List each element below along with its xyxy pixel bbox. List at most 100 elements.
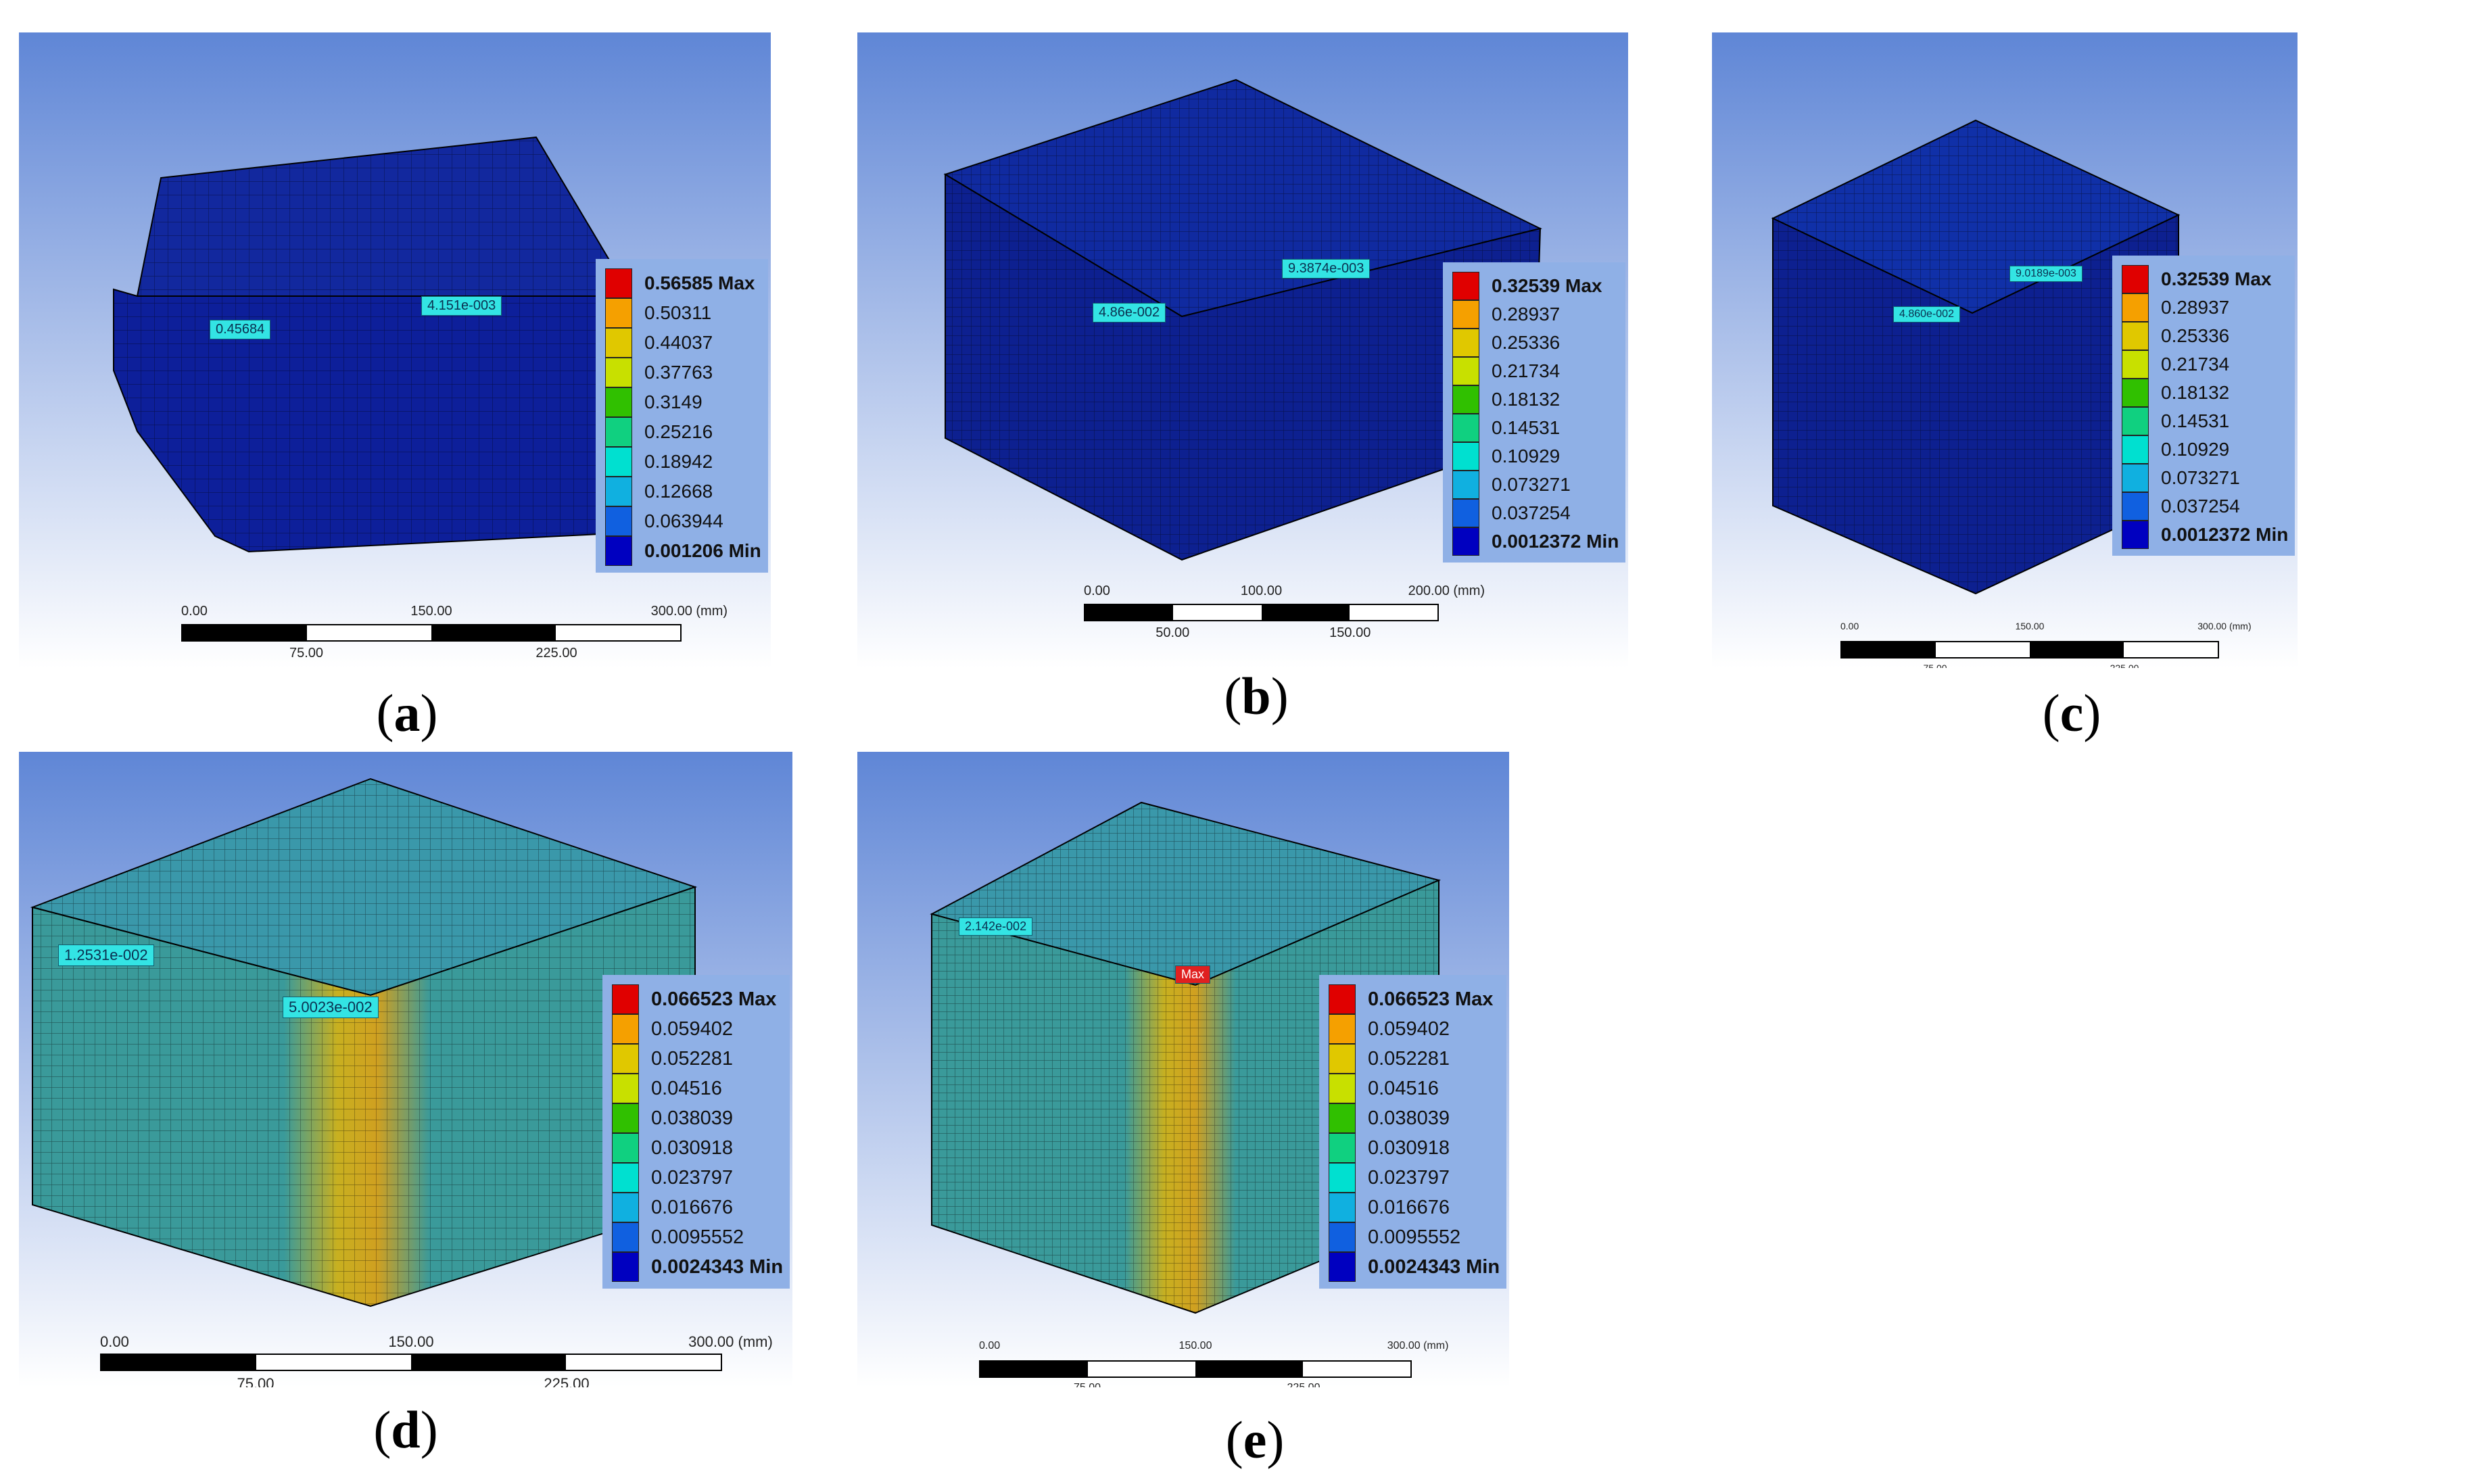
legend-swatch <box>1329 1193 1356 1222</box>
probe-label: 5.0023e-002 <box>283 997 379 1018</box>
legend-swatch <box>2122 435 2149 464</box>
legend-swatch <box>605 358 632 387</box>
legend-swatch <box>1452 414 1479 442</box>
legend-swatch <box>605 506 632 536</box>
legend-value: 0.32539 Max <box>1492 275 1602 296</box>
scale-tick-label: 150.00 <box>1329 625 1371 640</box>
scale-bar: 0.00 150.00 300.00 (mm) 75.00 225.00 <box>979 1340 1448 1387</box>
legend-value: 0.073271 <box>2161 467 2240 488</box>
scale-bar: 0.00 100.00 200.00 (mm) 50.00 150.00 <box>1084 583 1485 644</box>
legend-row: 0.14531 <box>2122 407 2288 435</box>
legend-value: 0.023797 <box>1368 1166 1450 1189</box>
legend-swatch <box>1329 1133 1356 1163</box>
legend-value: 0.052281 <box>1368 1047 1450 1070</box>
legend-swatch <box>612 1193 639 1222</box>
scale-tick-label: 150.00 <box>410 604 452 619</box>
legend-swatch <box>2122 350 2149 379</box>
legend-swatch <box>2122 464 2149 492</box>
scale-tick-label: 75.00 <box>1074 1382 1101 1387</box>
legend-swatch <box>612 1133 639 1163</box>
legend-value: 0.56585 Max <box>644 272 755 293</box>
legend-value: 0.016676 <box>1368 1196 1450 1218</box>
legend-row: 0.059402 <box>1329 1014 1500 1044</box>
legend-swatch <box>612 984 639 1014</box>
legend-swatch <box>2122 492 2149 521</box>
legend-swatch <box>605 536 632 566</box>
probe-label: 9.0189e-003 <box>2009 266 2082 282</box>
scale-tick-label: 225.00 <box>2110 663 2139 668</box>
contour-legend: 0.066523 Max 0.059402 0.052281 0.04516 0.038… <box>602 975 790 1289</box>
legend-value: 0.21734 <box>1492 360 1561 381</box>
legend-value: 0.28937 <box>2161 297 2230 318</box>
legend-swatch <box>612 1014 639 1044</box>
legend-value: 0.063944 <box>644 510 723 531</box>
fea-model-view <box>19 752 792 1387</box>
legend-swatch <box>1329 1074 1356 1103</box>
panel-c: 0.32539 Max 0.28937 0.25336 0.21734 0.18132 0… <box>1712 32 2298 668</box>
legend-row: 0.44037 <box>605 328 761 358</box>
legend-swatch <box>2122 322 2149 350</box>
legend-swatch <box>605 447 632 477</box>
legend-value: 0.030918 <box>651 1136 733 1159</box>
legend-value: 0.10929 <box>1492 446 1561 466</box>
legend-value: 0.023797 <box>651 1166 733 1189</box>
panel-e: 0.066523 Max 0.059402 0.052281 0.04516 0.038… <box>857 752 1509 1387</box>
scale-tick-label: 300.00 (mm) <box>2197 621 2252 631</box>
panel-a: 0.56585 Max 0.50311 0.44037 0.37763 0.3149 0.… <box>19 32 771 668</box>
scale-tick-label: 150.00 <box>2015 621 2045 631</box>
legend-value: 0.016676 <box>651 1196 733 1218</box>
scale-tick-label: 300.00 (mm) <box>1387 1340 1449 1351</box>
legend-value: 0.44037 <box>644 332 713 353</box>
legend-row: 0.50311 <box>605 298 761 328</box>
legend-swatch <box>605 298 632 328</box>
legend-row: 0.21734 <box>1452 357 1619 385</box>
legend-row: 0.10929 <box>1452 442 1619 471</box>
legend-row: 0.0095552 <box>1329 1222 1500 1252</box>
probe-label: 2.142e-002 <box>959 917 1033 936</box>
legend-row: 0.038039 <box>612 1103 783 1133</box>
legend-value: 0.04516 <box>651 1077 722 1099</box>
legend-value: 0.038039 <box>651 1107 733 1129</box>
legend-swatch <box>1452 300 1479 329</box>
caption-d: (d) <box>373 1400 438 1459</box>
legend-swatch <box>1329 1252 1356 1282</box>
legend-swatch <box>1329 1222 1356 1252</box>
legend-value: 0.25216 <box>644 421 713 442</box>
probe-label: 9.3874e-003 <box>1282 259 1371 279</box>
scale-tick-label: 50.00 <box>1156 625 1190 640</box>
panel-b: 0.32539 Max 0.28937 0.25336 0.21734 0.18132 0… <box>857 32 1628 668</box>
legend-swatch <box>1452 329 1479 357</box>
legend-row: 0.37763 <box>605 358 761 387</box>
legend-row: 0.0012372 Min <box>2122 521 2288 549</box>
legend-row: 0.04516 <box>612 1074 783 1103</box>
scale-bar: 0.00 150.00 300.00 (mm) 75.00 225.00 <box>1840 621 2252 668</box>
legend-value: 0.0095552 <box>1368 1226 1461 1248</box>
scale-tick-label: 75.00 <box>1923 663 1947 668</box>
scale-tick-label: 0.00 <box>100 1333 129 1350</box>
legend-swatch <box>1452 385 1479 414</box>
panel-d: 0.066523 Max 0.059402 0.052281 0.04516 0.038… <box>19 752 792 1387</box>
legend-value: 0.12668 <box>644 481 713 502</box>
legend-value: 0.037254 <box>2161 496 2240 517</box>
legend-row: 0.10929 <box>2122 435 2288 464</box>
legend-value: 0.059402 <box>1368 1018 1450 1040</box>
scale-tick-label: 150.00 <box>388 1333 434 1350</box>
legend-value: 0.14531 <box>2161 410 2230 431</box>
legend-row: 0.016676 <box>612 1193 783 1222</box>
scale-tick-label: 225.00 <box>535 646 577 661</box>
legend-row: 0.030918 <box>612 1133 783 1163</box>
scale-tick-label: 0.00 <box>181 604 208 619</box>
scale-tick-label: 150.00 <box>1179 1340 1212 1351</box>
legend-value: 0.0012372 Min <box>2161 524 2289 545</box>
legend-value: 0.18942 <box>644 451 713 472</box>
legend-swatch <box>605 268 632 298</box>
legend-row: 0.3149 <box>605 387 761 417</box>
scale-tick-label: 75.00 <box>237 1375 275 1387</box>
legend-swatch <box>605 477 632 506</box>
legend-swatch <box>612 1074 639 1103</box>
legend-swatch <box>1452 442 1479 471</box>
legend-value: 0.073271 <box>1492 474 1571 495</box>
legend-value: 0.059402 <box>651 1018 733 1040</box>
probe-label: 4.86e-002 <box>1093 303 1166 322</box>
legend-swatch <box>1329 1103 1356 1133</box>
